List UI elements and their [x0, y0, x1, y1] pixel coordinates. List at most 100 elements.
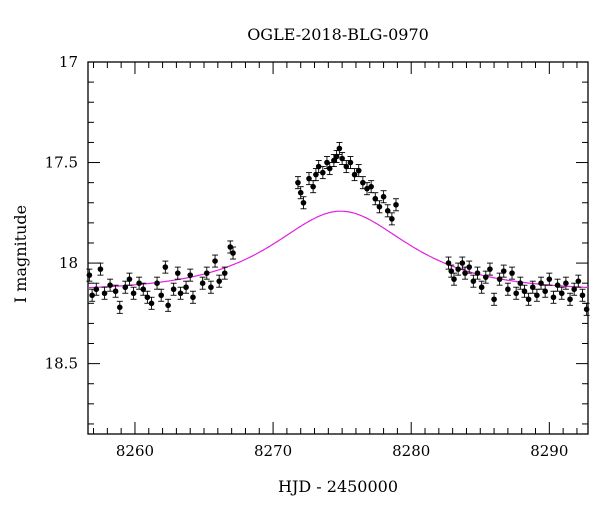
data-point [212, 254, 219, 268]
data-point [579, 288, 586, 302]
plot-frame [87, 61, 589, 435]
x-tick-label: 8270 [254, 442, 292, 460]
data-point [509, 266, 516, 280]
data-point [174, 266, 181, 280]
data-point [305, 172, 312, 186]
data-point [144, 290, 151, 304]
x-tick-label: 8280 [392, 442, 430, 460]
data-point [482, 270, 489, 284]
data-point [140, 282, 147, 296]
data-point [189, 290, 196, 304]
data-point [504, 282, 511, 296]
data-point [571, 282, 578, 296]
y-tick-label: 17 [59, 53, 78, 71]
data-point [326, 162, 333, 176]
data-point [351, 168, 358, 182]
data-point [384, 204, 391, 218]
data-point [478, 280, 485, 294]
data-point [93, 282, 100, 296]
data-point [380, 190, 387, 204]
data-point [216, 274, 223, 288]
data-point [148, 296, 155, 310]
data-point [122, 280, 129, 294]
data-point [130, 286, 137, 300]
data-point [300, 196, 307, 210]
data-point [554, 278, 561, 292]
data-point [230, 246, 237, 260]
data-point [116, 300, 123, 314]
data-point [97, 262, 104, 276]
data-point [388, 212, 395, 226]
data-point [107, 278, 114, 292]
y-axis-label: I magnitude [11, 205, 30, 303]
data-point [86, 268, 93, 282]
model-curve-layer [88, 210, 589, 289]
y-tick-label: 17.5 [45, 154, 78, 172]
data-point [203, 266, 210, 280]
data-point [451, 272, 458, 286]
y-tick-label: 18 [59, 254, 78, 272]
data-point [567, 292, 574, 306]
data-point [470, 274, 477, 288]
x-tick-label: 8290 [530, 442, 568, 460]
x-axis-label: HJD - 2450000 [278, 477, 398, 496]
data-point [550, 290, 557, 304]
data-point [529, 280, 536, 294]
data-point [333, 150, 340, 163]
data-point [165, 298, 172, 312]
data-point [312, 168, 319, 182]
data-point [376, 200, 383, 214]
data-point [359, 176, 366, 190]
data-point [355, 164, 362, 178]
data-point [187, 268, 194, 282]
data-point [496, 272, 503, 286]
data-point [297, 186, 304, 200]
data-point [517, 276, 524, 290]
data-point [575, 274, 582, 288]
data-point [491, 292, 498, 306]
data-point [221, 266, 228, 280]
data-point [310, 180, 317, 194]
data-point [533, 288, 540, 302]
data-point [513, 286, 520, 300]
data-points-layer [86, 141, 590, 316]
data-point [486, 262, 493, 276]
data-point [521, 284, 528, 298]
data-point [364, 182, 371, 196]
data-point [558, 286, 565, 300]
data-point [393, 198, 400, 212]
data-point [500, 264, 507, 278]
x-tick-label: 8260 [116, 442, 154, 460]
data-point [183, 280, 190, 294]
data-point [525, 292, 532, 306]
data-point [158, 288, 165, 302]
data-point [542, 284, 549, 298]
data-point [112, 284, 119, 298]
data-point [199, 276, 206, 290]
data-point [546, 272, 553, 286]
data-point [474, 266, 481, 280]
data-point [207, 280, 214, 294]
data-point [583, 302, 590, 316]
x-axis: 8260 8270 8280 8290 [93, 62, 578, 460]
data-point [162, 260, 169, 274]
data-point [177, 286, 184, 300]
data-point [170, 282, 177, 296]
data-point [101, 286, 108, 300]
data-point [372, 192, 379, 206]
data-point [445, 256, 452, 270]
data-point [126, 272, 133, 286]
y-tick-label: 18.5 [45, 355, 78, 373]
data-point [339, 152, 346, 166]
y-axis: 17 17.5 18 18.5 [45, 53, 588, 425]
data-point [89, 288, 96, 302]
data-point [466, 260, 473, 274]
data-point [538, 276, 545, 290]
plot-border [87, 61, 589, 435]
chart-title: OGLE-2018-BLG-0970 [247, 25, 429, 44]
data-point [154, 276, 161, 290]
model-curve [88, 210, 589, 289]
data-point [319, 166, 326, 180]
data-point [343, 160, 350, 174]
